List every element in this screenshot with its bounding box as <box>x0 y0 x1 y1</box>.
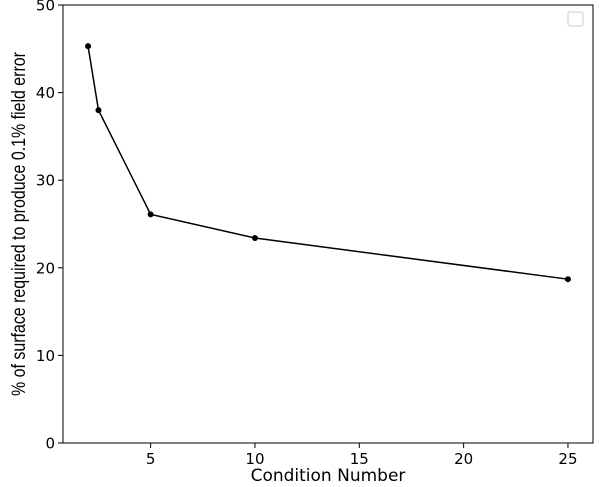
plot-frame <box>62 4 594 444</box>
y-tick-label: 50 <box>36 0 55 15</box>
x-tick-label: 10 <box>245 450 264 468</box>
x-tick-label: 5 <box>146 450 156 468</box>
data-point <box>147 211 154 218</box>
series-line <box>87 46 569 280</box>
x-axis-title: Condition Number <box>251 466 406 486</box>
data-point <box>564 276 571 283</box>
data-points <box>85 43 571 283</box>
x-tick-label: 25 <box>558 450 577 468</box>
legend-box <box>567 11 584 27</box>
y-tick-label: 30 <box>36 172 55 190</box>
y-tick-label: 20 <box>36 259 55 277</box>
y-tick-label: 40 <box>36 84 55 102</box>
y-tick-label: 0 <box>45 435 55 453</box>
x-tick-label: 15 <box>350 450 369 468</box>
data-point <box>251 235 258 242</box>
y-axis-ticks: 0 10 20 30 40 50 <box>36 0 63 453</box>
data-point <box>95 107 102 114</box>
y-tick-label: 10 <box>36 347 55 365</box>
x-tick-label: 20 <box>454 450 473 468</box>
x-axis-ticks: 5 10 15 20 25 <box>146 443 578 468</box>
data-point <box>85 43 92 50</box>
y-axis-title: % of surface required to produce 0.1% fi… <box>8 52 30 396</box>
